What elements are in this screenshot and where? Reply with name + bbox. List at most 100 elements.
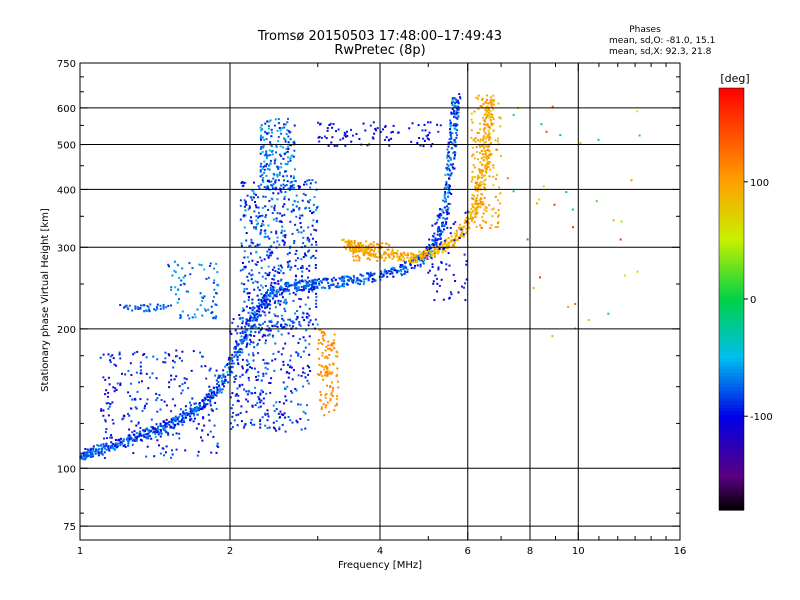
data-point [479, 200, 482, 203]
data-point [213, 279, 216, 282]
data-point [203, 424, 206, 427]
data-point [492, 122, 495, 125]
colorbar-segment [719, 443, 744, 448]
data-point [328, 353, 331, 356]
data-point [264, 307, 267, 310]
data-point [271, 131, 273, 134]
data-point [325, 137, 328, 139]
data-point [431, 266, 434, 268]
data-point [266, 298, 269, 301]
data-point [268, 237, 271, 240]
data-point [139, 372, 142, 375]
data-point [492, 118, 495, 120]
data-point [443, 239, 446, 242]
data-point [252, 326, 255, 329]
data-point [384, 257, 387, 260]
data-point [426, 249, 428, 251]
data-point [405, 267, 408, 270]
data-point [494, 139, 497, 142]
colorbar-segment [719, 102, 744, 107]
data-point [350, 277, 352, 280]
data-point [249, 314, 252, 317]
data-point [248, 390, 251, 393]
data-point [450, 102, 453, 105]
data-point [391, 130, 394, 133]
data-point [145, 455, 148, 458]
data-point [245, 203, 248, 206]
data-point [442, 221, 445, 224]
data-point [139, 365, 142, 368]
data-point [193, 409, 196, 412]
data-point [329, 385, 332, 388]
data-point [430, 247, 433, 250]
data-point [111, 445, 114, 447]
data-point [273, 324, 276, 327]
data-point [332, 339, 335, 342]
data-point [369, 271, 372, 274]
data-point [278, 243, 281, 246]
data-point [302, 256, 305, 258]
data-point [86, 452, 88, 455]
data-point [325, 371, 327, 374]
data-point [437, 268, 440, 271]
data-point [294, 281, 297, 284]
data-point [239, 218, 242, 221]
data-point [295, 318, 298, 321]
data-point [325, 365, 328, 368]
data-point [128, 428, 131, 431]
data-point [438, 227, 441, 230]
data-point [283, 137, 286, 140]
data-point [274, 342, 277, 345]
data-point [446, 168, 449, 171]
data-point [293, 140, 296, 143]
data-point [286, 261, 289, 264]
data-point [264, 277, 267, 280]
colorbar-segment [719, 390, 744, 395]
data-point [287, 416, 290, 418]
data-point [383, 270, 386, 273]
data-point [475, 213, 478, 216]
data-point [484, 169, 487, 172]
data-point [284, 323, 287, 326]
data-point [261, 179, 264, 182]
data-point [306, 238, 309, 241]
data-point [298, 321, 301, 324]
data-point [239, 316, 242, 319]
data-point [178, 385, 181, 388]
data-point [269, 303, 272, 306]
data-point [270, 184, 273, 187]
data-point [180, 279, 183, 282]
data-point [393, 269, 396, 271]
data-point [265, 154, 268, 156]
data-point [245, 335, 247, 338]
data-point [410, 140, 413, 143]
data-point [426, 257, 429, 260]
data-point [298, 323, 301, 326]
data-point [215, 386, 218, 389]
data-point [453, 156, 456, 158]
data-point [300, 298, 303, 301]
data-point [473, 176, 476, 178]
data-point [178, 357, 181, 360]
data-point [330, 391, 333, 394]
data-point [287, 263, 290, 266]
data-point [270, 197, 273, 200]
colorbar-segment [719, 168, 744, 173]
data-point [250, 367, 253, 370]
data-point [368, 258, 371, 261]
data-point [283, 243, 286, 246]
data-point [488, 116, 491, 119]
data-point [127, 444, 130, 447]
data-point [483, 113, 486, 116]
data-point [134, 436, 137, 439]
colorbar-segment [719, 327, 744, 332]
data-point [490, 104, 493, 107]
data-point [279, 129, 282, 132]
data-point [480, 226, 483, 229]
data-point [165, 431, 168, 434]
data-point [254, 314, 257, 317]
data-point [295, 282, 298, 285]
data-point [453, 157, 456, 160]
data-point [482, 102, 485, 105]
data-point [296, 257, 299, 260]
